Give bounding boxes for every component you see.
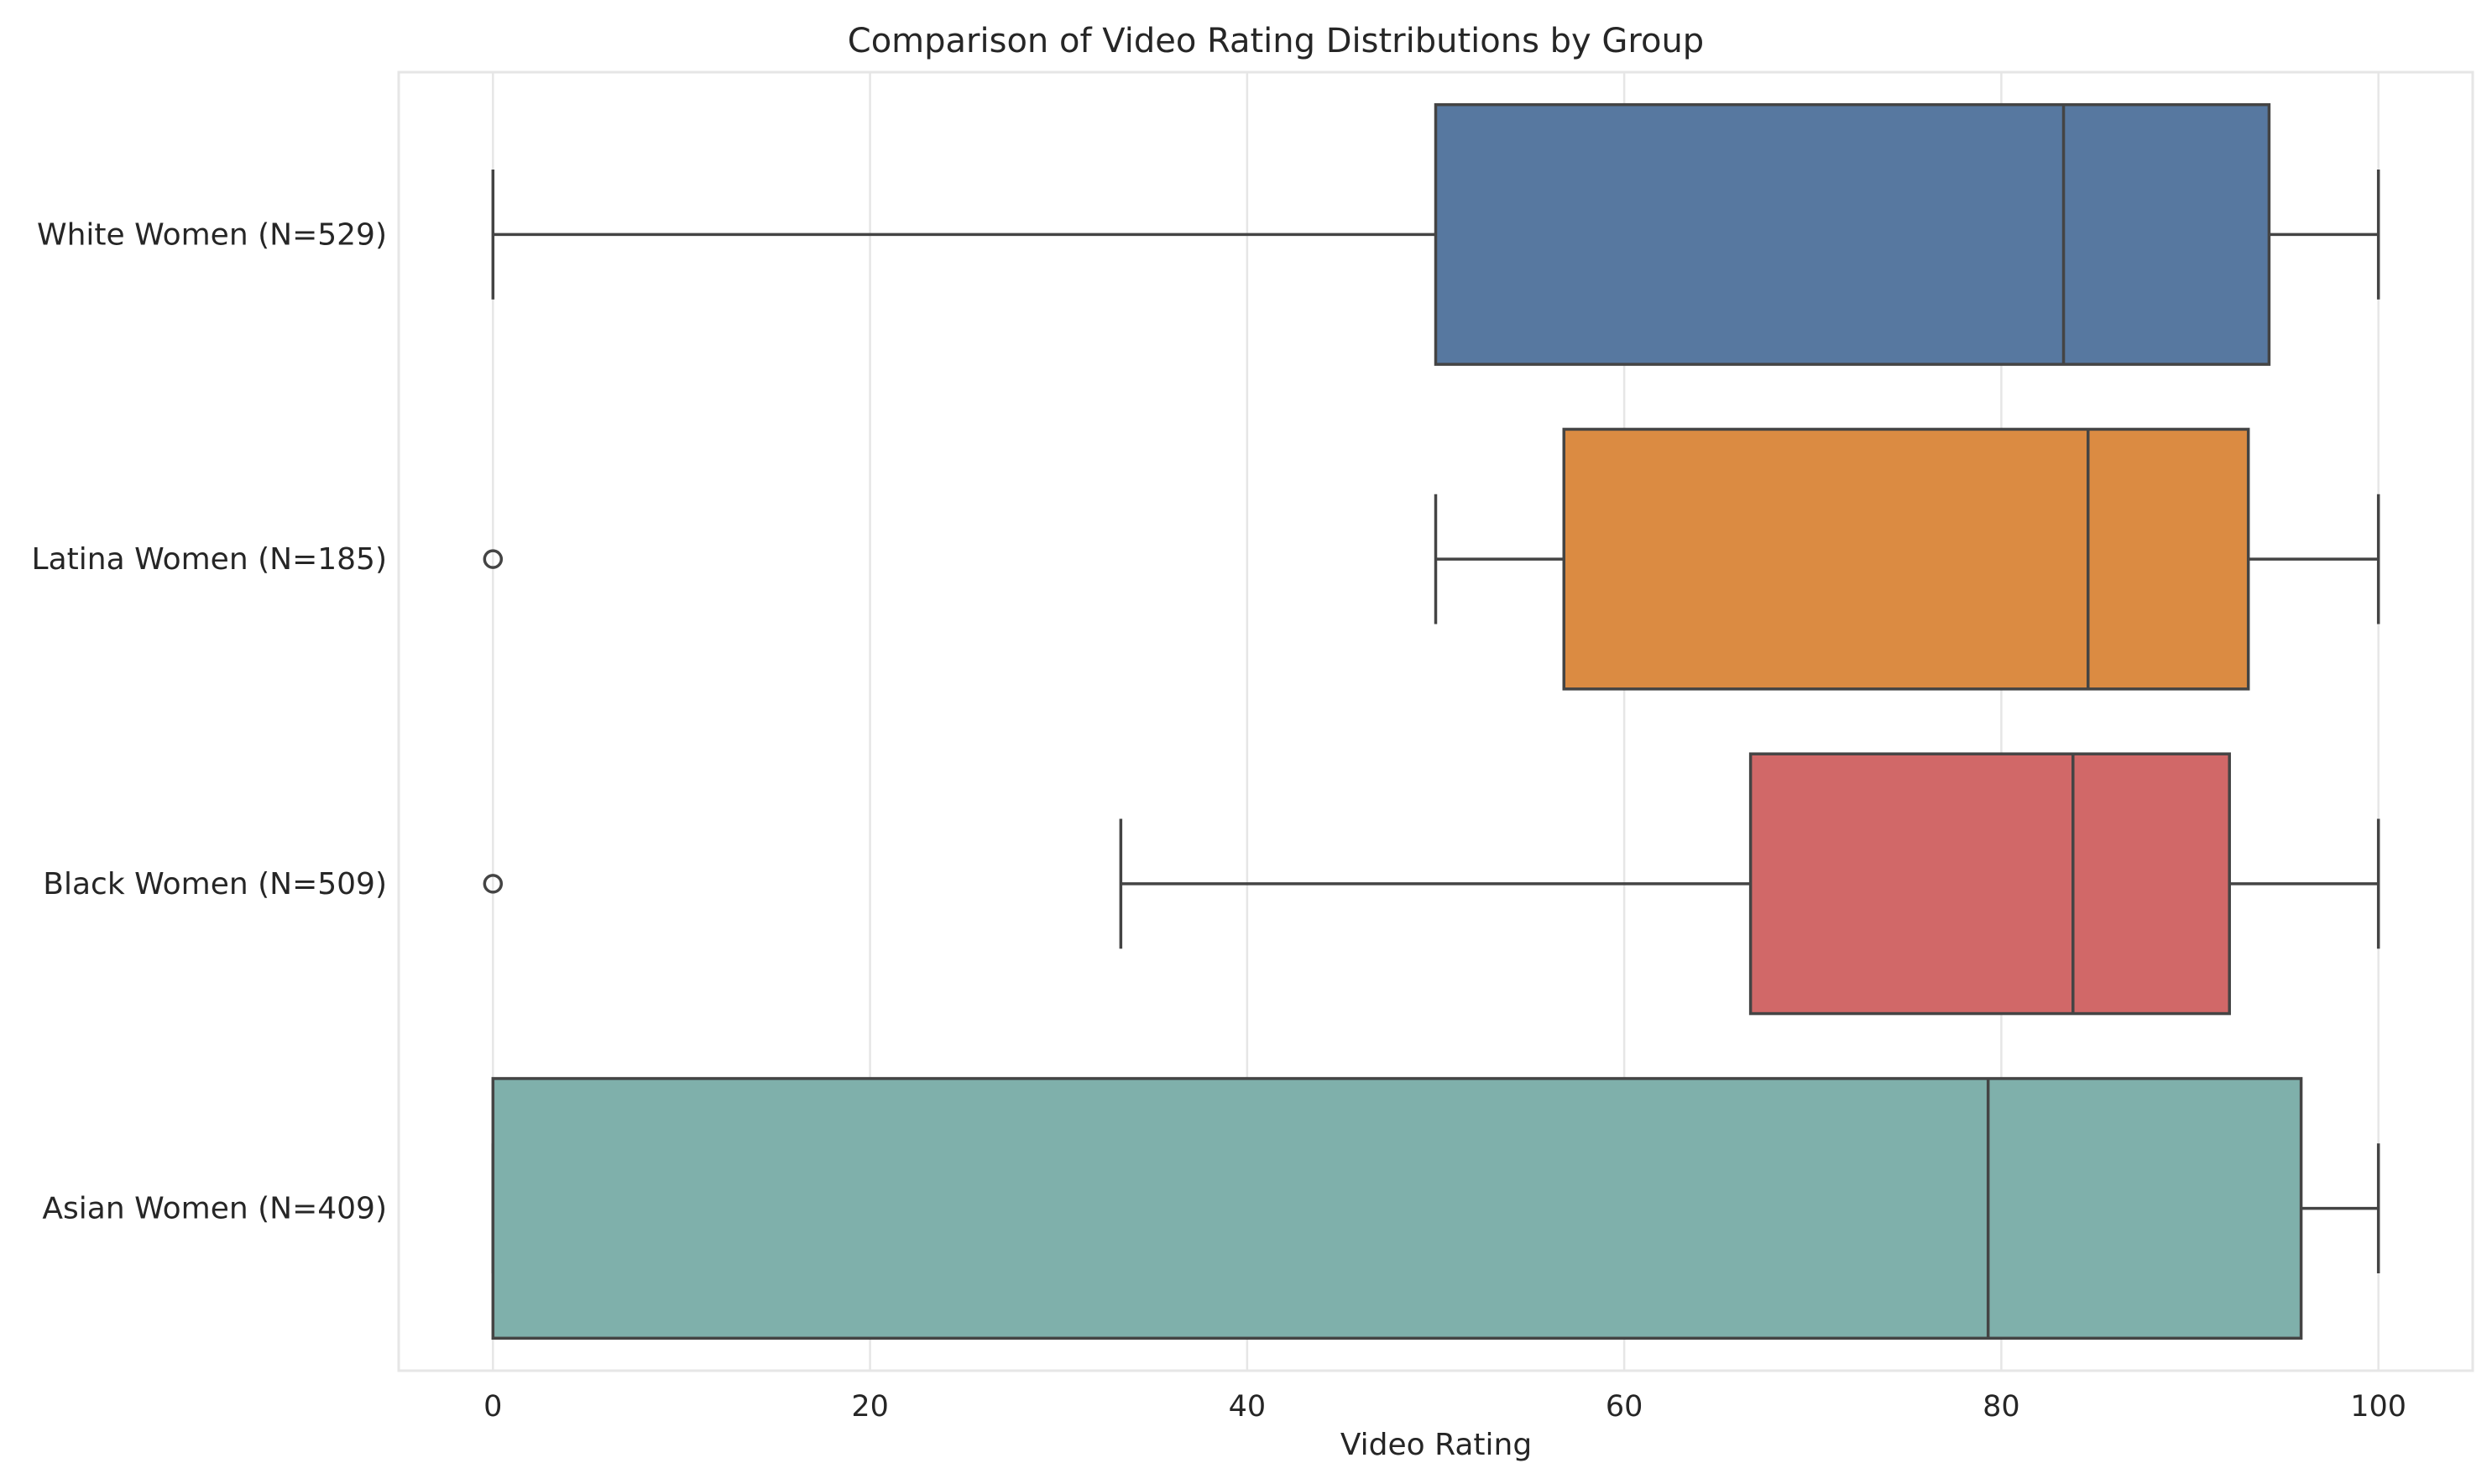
outlier-point [483,549,504,569]
x-tick-label: 0 [483,1390,502,1424]
x-tick-label: 80 [1983,1390,2020,1424]
y-category-label: Black Women (N=509) [43,867,387,901]
iqr-box [1434,102,2271,366]
y-category-label: Latina Women (N=185) [32,542,387,577]
boxes-group [483,102,2380,1340]
y-category-labels: White Women (N=529) Latina Women (N=185) B… [32,217,387,1225]
x-axis-label: Video Rating [1340,1428,1532,1462]
box-group [491,1077,2380,1340]
box-group [483,427,2380,691]
y-category-label: White Women (N=529) [37,217,387,252]
iqr-box [1748,752,2231,1016]
chart-title: Comparison of Video Rating Distributions… [848,22,1704,60]
iqr-box [1562,427,2250,691]
box-group [491,102,2380,366]
plot-area-frame [397,71,2474,1372]
iqr-box [491,1077,2303,1340]
y-category-label: Asian Women (N=409) [42,1192,387,1226]
box-group [483,752,2380,1016]
outlier-point [483,874,504,894]
x-tick-label: 60 [1606,1390,1643,1424]
x-tick-labels: 0 20 40 60 80 100 [483,1390,2406,1424]
x-tick-label: 40 [1229,1390,1267,1424]
x-tick-label: 100 [2350,1390,2406,1424]
x-tick-label: 20 [851,1390,889,1424]
